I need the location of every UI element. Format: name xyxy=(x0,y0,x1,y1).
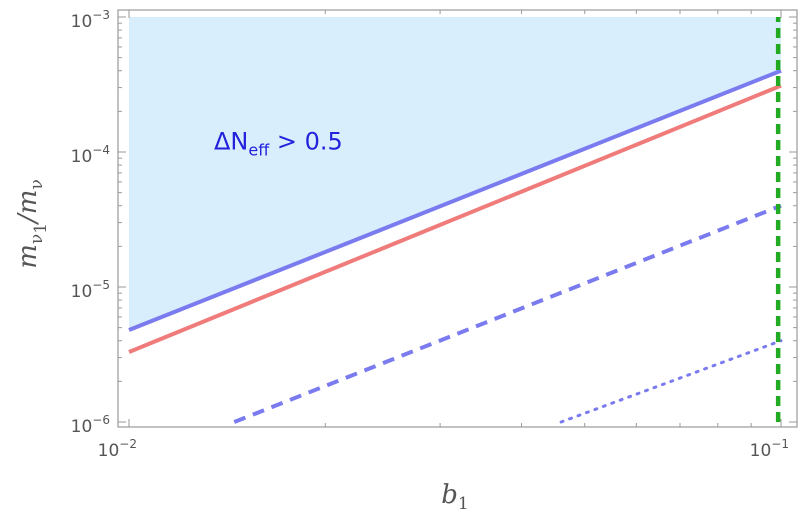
plot-frame xyxy=(117,9,798,428)
excluded-region-shade xyxy=(129,17,781,331)
x-tick-label-0-exp: −2 xyxy=(119,437,137,451)
x-axis-label-sub: 1 xyxy=(458,494,469,514)
major-ticks xyxy=(118,10,797,427)
annotation-subscript: eff xyxy=(248,140,270,159)
y-tick-label-1-base: 10 xyxy=(71,282,93,302)
x-tick-label-0-base: 10 xyxy=(98,441,120,461)
y-tick-label-1-exp: −5 xyxy=(92,278,110,292)
y-tick-label-1: 10−5 xyxy=(71,278,110,302)
y-tick-label-2-base: 10 xyxy=(71,147,93,167)
series-blue-solid xyxy=(128,68,782,332)
y-tick-label-3-exp: −3 xyxy=(92,8,110,22)
series-blue-dashed xyxy=(233,203,782,424)
x-tick-label-1: 10−1 xyxy=(750,437,789,461)
y-tick-label-2: 10−4 xyxy=(71,143,110,167)
y-axis-label-one: 1 xyxy=(31,223,51,234)
y-axis-label-m: m xyxy=(13,244,43,269)
x-tick-label-1-base: 10 xyxy=(750,441,772,461)
y-tick-label-3-base: 10 xyxy=(71,12,93,32)
y-axis-label-nu: ν xyxy=(27,234,47,244)
series-blue-dotted xyxy=(559,339,783,424)
annotation-prefix: ΔN xyxy=(214,127,248,155)
shaded-region-layer xyxy=(129,17,781,331)
y-tick-label-0-exp: −6 xyxy=(92,413,110,427)
series-layer xyxy=(128,17,783,424)
y-axis-label-nu2: ν xyxy=(27,179,47,189)
y-tick-label-0: 10−6 xyxy=(71,413,110,437)
x-tick-label-1-exp: −1 xyxy=(771,437,789,451)
series-red-solid xyxy=(128,83,782,354)
y-tick-label-0-base: 10 xyxy=(71,417,93,437)
x-axis-label-main: b xyxy=(441,480,458,510)
annotation-suffix: > 0.5 xyxy=(269,127,343,155)
y-tick-label-3: 10−3 xyxy=(71,8,110,32)
y-tick-label-2-exp: −4 xyxy=(92,143,110,157)
y-axis-label: mν1/mν xyxy=(13,179,51,269)
x-axis-label: b1 xyxy=(441,480,468,514)
x-tick-label-0: 10−2 xyxy=(98,437,137,461)
y-axis-label-m2: m xyxy=(13,190,43,215)
y-axis-label-slash: / xyxy=(13,212,43,226)
minor-ticks xyxy=(118,10,797,427)
delta-neff-annotation: ΔNeff > 0.5 xyxy=(214,127,343,159)
